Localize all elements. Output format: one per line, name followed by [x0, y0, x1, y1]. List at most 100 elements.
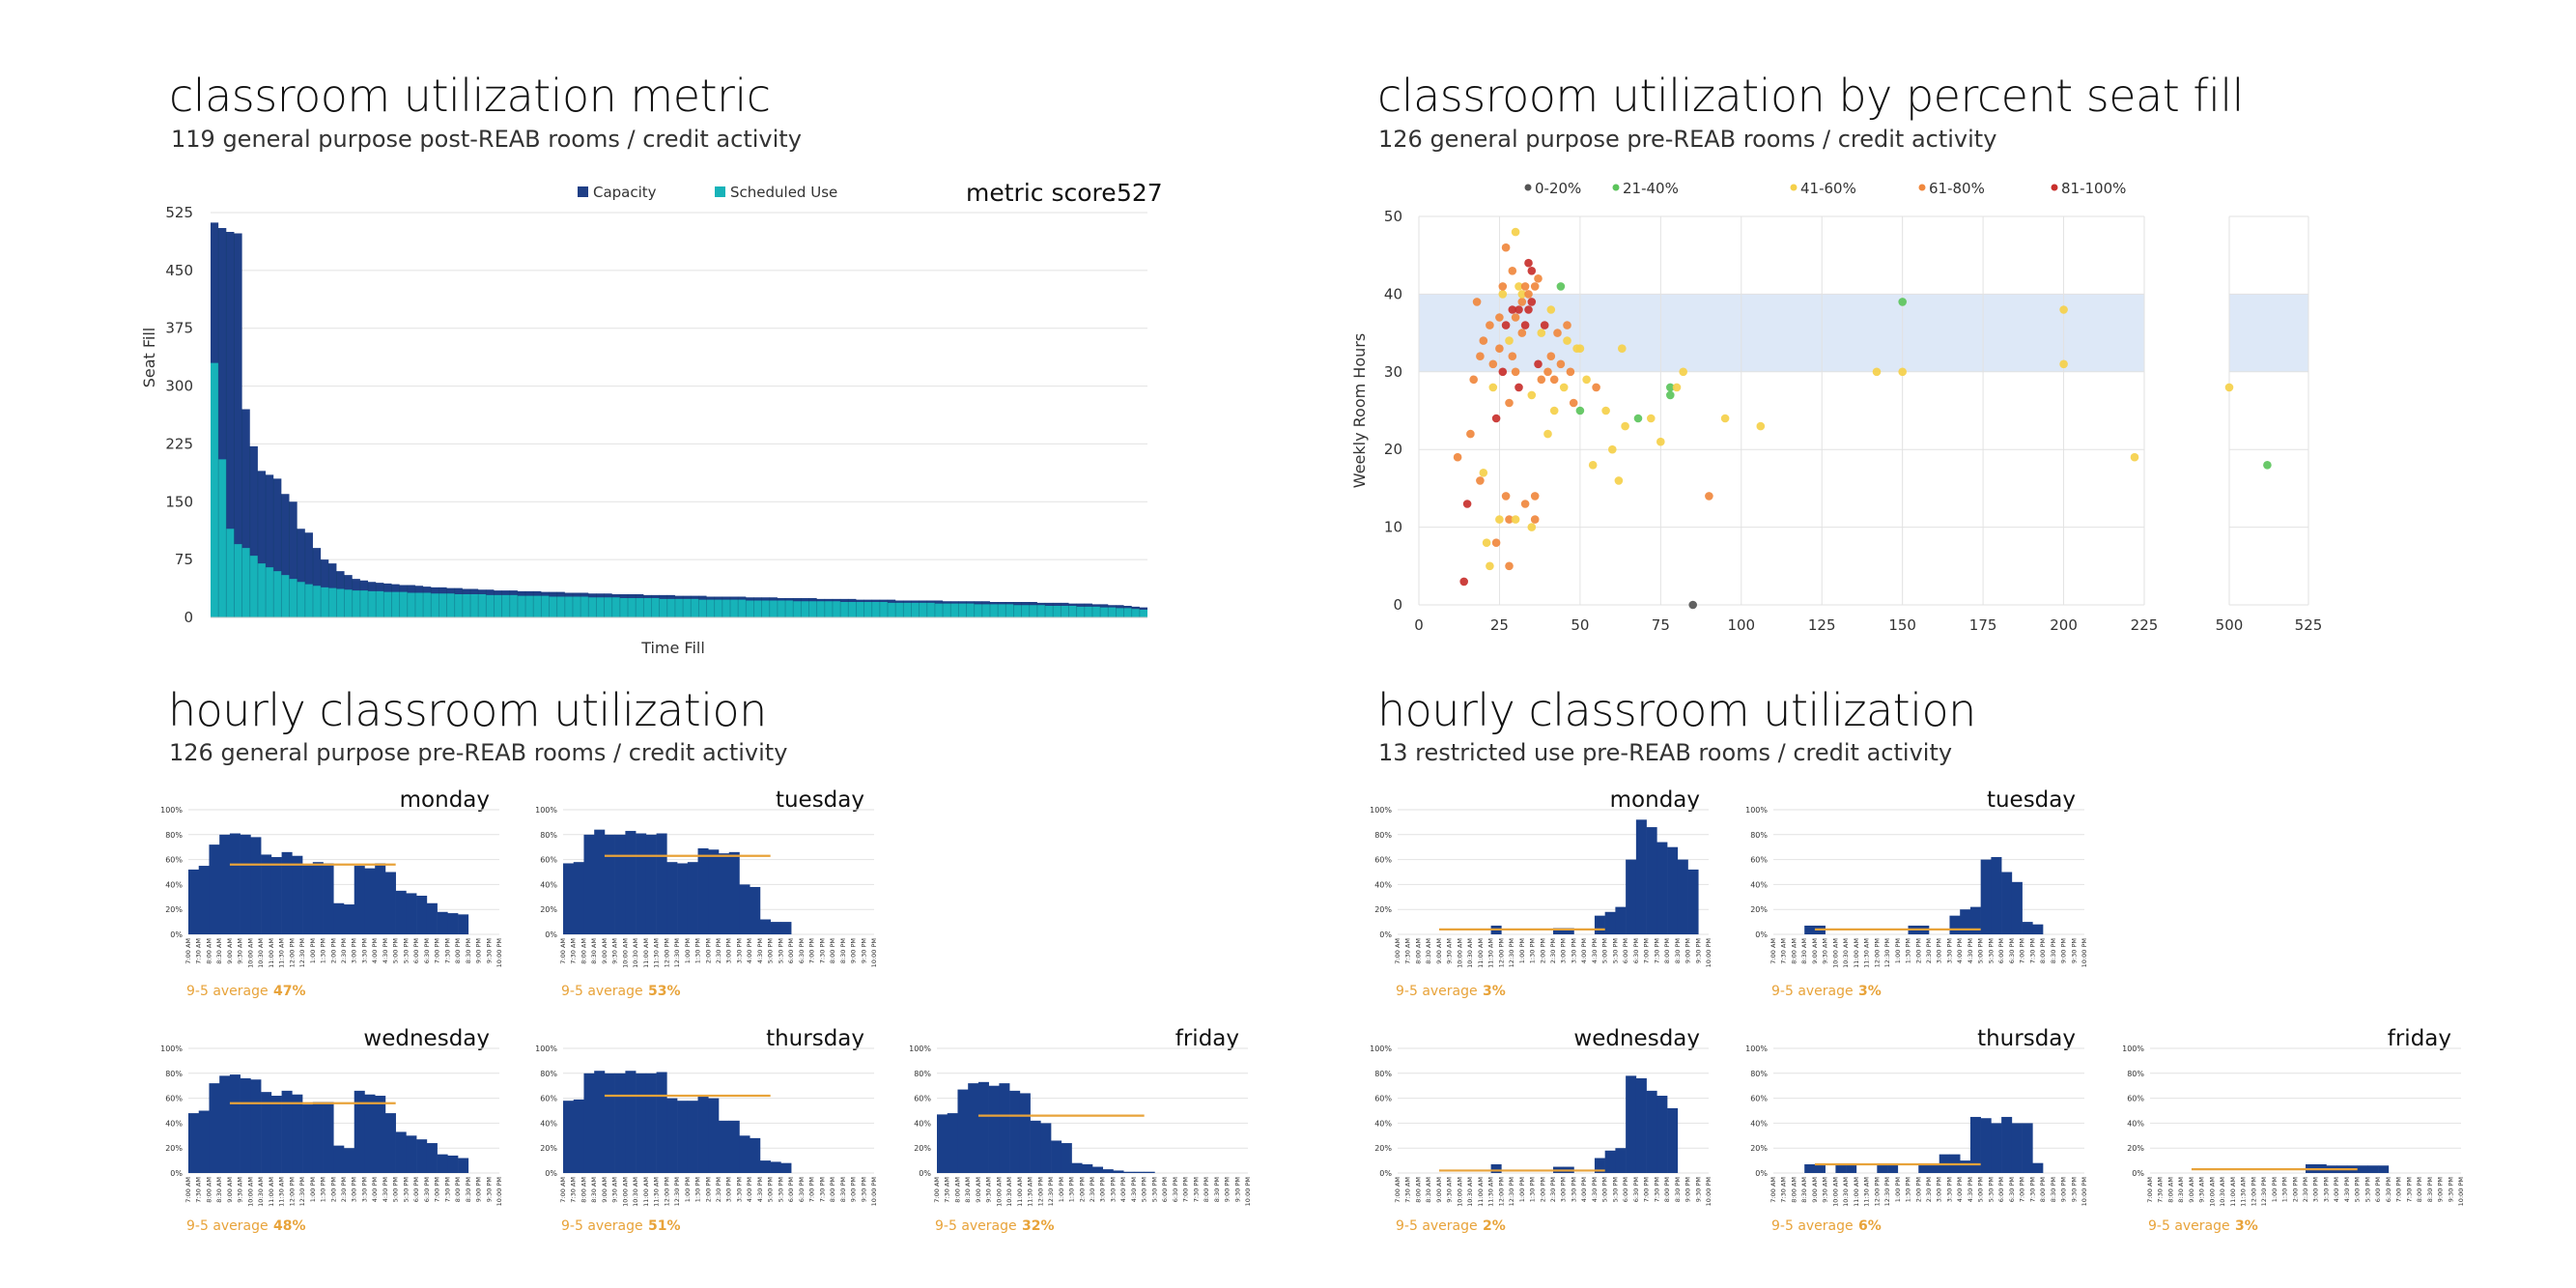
hourly-x-tick: 4:30 PM [1967, 1177, 1974, 1202]
day-title: thursday [766, 1026, 864, 1051]
hourly-bar [968, 1083, 979, 1173]
hourly-x-tick: 11:00 AM [268, 938, 275, 968]
hourly-bar [1563, 928, 1574, 934]
scatter-point [1527, 390, 1537, 400]
hourly-bar [364, 868, 376, 934]
average-label: 9-5 average [561, 1218, 643, 1234]
hourly-x-tick: 8:30 PM [2050, 1177, 2057, 1202]
hourly-bar [687, 862, 698, 934]
scatter-point [1556, 359, 1566, 369]
hourly-x-tick: 8:00 PM [454, 1177, 462, 1202]
hourly-x-tick: 9:00 AM [226, 1177, 234, 1203]
hourly-bar [2022, 922, 2033, 934]
hourly-x-tick: 2:00 PM [329, 938, 337, 963]
hourly-x-tick: 3:30 PM [1945, 1177, 1953, 1202]
hourly-bar [375, 1096, 386, 1173]
hourly-x-tick: 7:00 PM [434, 1177, 441, 1202]
hourly-x-tick: 7:00 AM [1394, 938, 1401, 964]
hourly-bar [240, 834, 251, 934]
scatter-point [1501, 492, 1511, 501]
scatter-point [1546, 352, 1556, 361]
hourly-x-tick: 6:30 PM [423, 938, 431, 963]
hourly-x-tick: 3:30 PM [1570, 938, 1577, 963]
hourly-x-tick: 4:30 PM [1967, 938, 1974, 963]
hourly-x-tick: 7:30 AM [570, 938, 578, 964]
hourly-bar [1040, 1123, 1052, 1173]
hourly-x-tick: 7:00 AM [1769, 938, 1777, 964]
hourly-bar [1887, 1163, 1899, 1173]
scatter-point [1501, 243, 1511, 252]
hourly-bar [583, 834, 595, 934]
hourly-y-tick: 60% [165, 1095, 183, 1103]
hourly-x-tick: 10:00 PM [2457, 1177, 2465, 1206]
metric-y-tick: 225 [165, 435, 193, 452]
hourly-y-tick: 20% [1374, 905, 1392, 914]
scatter-point [1679, 367, 1687, 377]
scatter-point [1633, 414, 1643, 423]
hourly-bar [384, 1113, 396, 1173]
hourly-y-tick: 100% [1745, 1045, 1768, 1053]
hourly-x-tick: 3:00 PM [1936, 1177, 1943, 1202]
hourly-bar [1082, 1163, 1093, 1173]
hourly-bar [426, 1143, 438, 1173]
scatter-point [1898, 367, 1907, 377]
day-title: wednesday [363, 1026, 490, 1051]
scatter-point [1559, 383, 1569, 392]
hourly-x-tick: 10:30 AM [1842, 1177, 1850, 1207]
hourly-x-tick: 12:30 PM [298, 938, 306, 967]
metric-gridlines [211, 212, 1147, 560]
hourly-y-tick: 40% [540, 880, 557, 889]
scatter-point [1549, 406, 1559, 415]
hourly-x-tick: 12:00 PM [1873, 938, 1881, 967]
hourly-x-tick: 3:00 PM [1936, 938, 1943, 963]
hourly-x-tick: 10:00 AM [1456, 1177, 1463, 1207]
hourly-x-tick: 4:30 PM [2343, 1177, 2351, 1202]
scatter-point [1553, 329, 1562, 337]
metric-bar-separators [217, 227, 1141, 617]
hourly-x-tick: 5:00 PM [1601, 938, 1609, 963]
hourly-bar [614, 834, 626, 934]
hourly-bar [250, 837, 262, 934]
scatter-point [1508, 352, 1517, 361]
scatter-point [1453, 452, 1462, 462]
hourly-bar [947, 1113, 958, 1173]
hourly-x-tick: 12:30 PM [1047, 1177, 1055, 1206]
hourly-y-tick: 40% [165, 1119, 183, 1128]
hourly-y-tick: 40% [1750, 1119, 1768, 1128]
scatter-point [1618, 344, 1627, 354]
hourly-x-tick: 8:00 AM [580, 938, 587, 964]
hourly-y-tick: 0% [1379, 930, 1392, 939]
scatter-point [1524, 305, 1533, 314]
scatter-point [1756, 421, 1766, 431]
hourly-bar [292, 855, 303, 934]
hourly-x-tick: 9:30 PM [1694, 938, 1702, 963]
hourly-x-tick: 10:30 AM [1466, 938, 1474, 968]
hourly-bar [198, 866, 210, 934]
scatter-point [1720, 414, 1730, 423]
scatter-legend-swatch [1918, 184, 1926, 191]
hourly-x-tick: 10:30 AM [1466, 1177, 1474, 1207]
scatter-x-tick: 0 [1414, 616, 1424, 634]
hourly-bar [354, 866, 365, 934]
hourly-x-tick: 11:30 AM [653, 938, 661, 968]
scatter-point [2059, 305, 2068, 314]
hourly-x-tick: 12:30 PM [673, 938, 681, 967]
scatter-point [1508, 267, 1517, 275]
hourly-bar [1877, 1163, 1888, 1173]
scatter-legend-swatch [1790, 184, 1798, 191]
hourly-x-tick: 6:30 PM [2008, 1177, 2016, 1202]
hourly-bar [1960, 909, 1971, 934]
hourly-x-tick: 7:30 PM [818, 938, 826, 963]
hourly-bar [1144, 1171, 1155, 1173]
hourly-x-tick: 8:30 PM [839, 1177, 847, 1202]
hourly-bar [333, 1145, 345, 1173]
scatter-points [1453, 227, 2272, 610]
hourly-bar [458, 1158, 469, 1173]
scatter-point [1486, 321, 1494, 329]
hourly-x-tick: 7:00 AM [1769, 1177, 1777, 1203]
hourly-bar [1594, 915, 1605, 934]
hourly-bar [1030, 1120, 1041, 1173]
scatter-point [1672, 383, 1682, 392]
hourly-x-tick: 5:30 PM [1611, 938, 1619, 963]
